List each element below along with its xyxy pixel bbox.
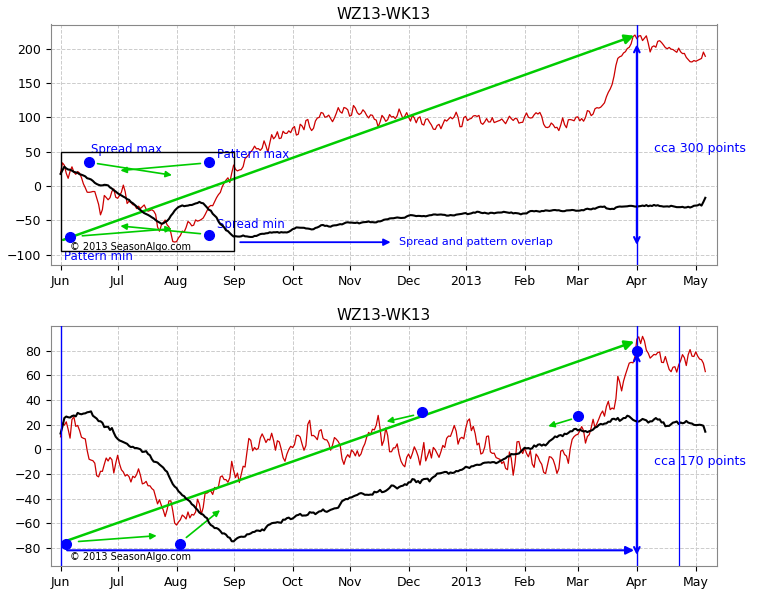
Text: cca 170 points: cca 170 points xyxy=(654,455,746,468)
Bar xyxy=(61,151,233,251)
Text: Pattern min: Pattern min xyxy=(65,250,133,263)
Text: cca 300 points: cca 300 points xyxy=(654,142,746,154)
Text: Pattern max: Pattern max xyxy=(217,148,289,161)
Text: Spread min: Spread min xyxy=(217,219,284,231)
Text: © 2013 SeasonAlgo.com: © 2013 SeasonAlgo.com xyxy=(70,242,191,252)
Title: WZ13-WK13: WZ13-WK13 xyxy=(337,308,431,324)
Text: © 2013 SeasonAlgo.com: © 2013 SeasonAlgo.com xyxy=(70,552,191,562)
Title: WZ13-WK13: WZ13-WK13 xyxy=(337,7,431,22)
Text: Spread and pattern overlap: Spread and pattern overlap xyxy=(399,237,553,247)
Text: Spread max: Spread max xyxy=(91,143,162,156)
